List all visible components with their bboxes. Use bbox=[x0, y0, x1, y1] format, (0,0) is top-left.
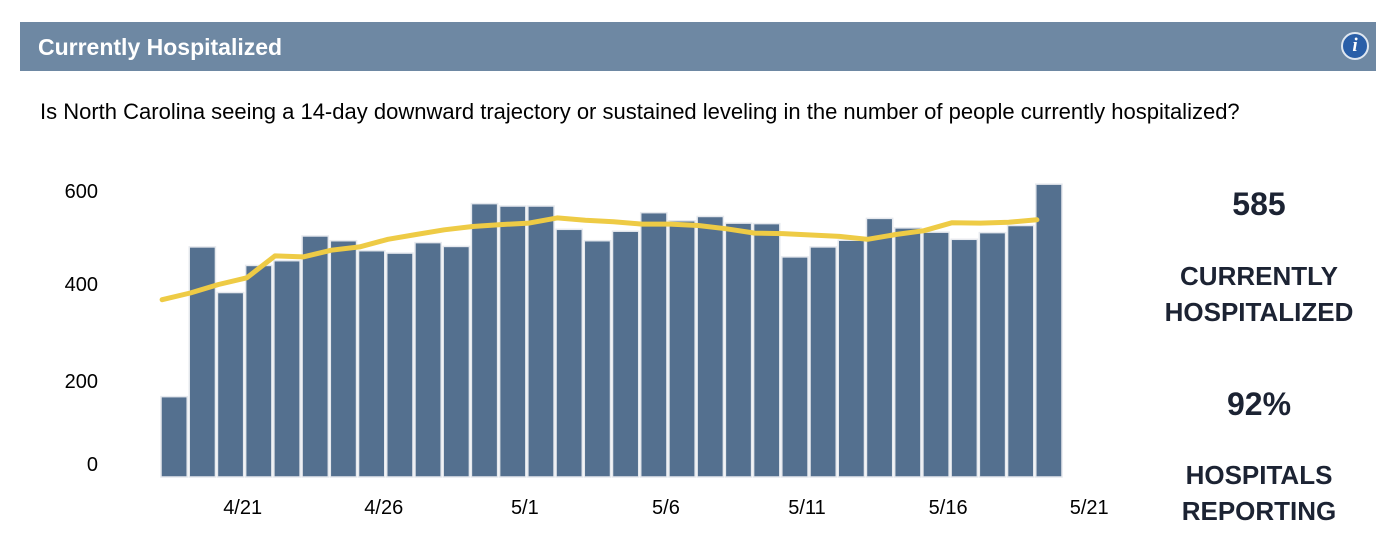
bar bbox=[724, 222, 753, 478]
bar bbox=[470, 202, 499, 478]
bar bbox=[583, 239, 612, 478]
bar bbox=[188, 246, 217, 478]
bar bbox=[273, 259, 301, 478]
y-tick-label: 600 bbox=[65, 181, 98, 203]
bar bbox=[498, 205, 527, 478]
bar bbox=[414, 241, 442, 478]
info-icon[interactable]: i bbox=[1341, 32, 1369, 60]
y-tick-label: 0 bbox=[87, 454, 98, 476]
bar bbox=[922, 231, 950, 478]
x-tick-label: 4/26 bbox=[364, 497, 403, 519]
reporting-label: HOSPITALS REPORTING bbox=[1181, 460, 1337, 526]
average-line bbox=[159, 215, 1040, 303]
bar bbox=[357, 249, 386, 478]
hospitalized-label-block: CURRENTLY HOSPITALIZED bbox=[1124, 258, 1378, 330]
bar bbox=[611, 230, 640, 478]
bar bbox=[216, 291, 245, 478]
bar bbox=[668, 220, 696, 478]
bar bbox=[696, 215, 725, 478]
reporting-stat: 92% bbox=[1129, 386, 1378, 423]
panel-title: Currently Hospitalized bbox=[38, 34, 283, 60]
bar bbox=[950, 238, 979, 478]
bar bbox=[809, 246, 837, 478]
chart-question: Is North Carolina seeing a 14-day downwa… bbox=[40, 99, 1240, 124]
bar bbox=[837, 239, 866, 478]
x-tick-label: 5/16 bbox=[929, 497, 968, 519]
y-tick-label: 400 bbox=[65, 274, 98, 296]
bar bbox=[752, 222, 781, 478]
bar bbox=[865, 217, 894, 478]
bar bbox=[555, 228, 584, 478]
hospitalized-value: 585 bbox=[1232, 186, 1286, 222]
x-tick-label: 5/21 bbox=[1070, 497, 1109, 519]
bar bbox=[1006, 224, 1035, 478]
bar bbox=[781, 256, 809, 478]
bar bbox=[244, 264, 273, 478]
y-tick-label: 200 bbox=[65, 371, 98, 393]
bar bbox=[639, 211, 668, 478]
panel-header: Currently Hospitalized i bbox=[20, 22, 1376, 71]
bar bbox=[978, 231, 1007, 478]
reporting-value: 92% bbox=[1226, 386, 1292, 422]
bar bbox=[329, 239, 358, 478]
reporting-label-block: HOSPITALS REPORTING bbox=[1124, 457, 1378, 529]
bar bbox=[442, 245, 471, 478]
x-tick-label: 5/6 bbox=[652, 497, 680, 519]
bar bbox=[1035, 183, 1063, 478]
bar bbox=[893, 227, 922, 478]
x-tick-label: 5/11 bbox=[788, 497, 825, 519]
bar bbox=[160, 395, 188, 478]
hospitalized-label: CURRENTLY HOSPITALIZED bbox=[1164, 261, 1354, 327]
hospitalized-stat: 585 bbox=[1129, 186, 1378, 223]
x-tick-label: 5/1 bbox=[511, 497, 539, 519]
bar bbox=[527, 205, 555, 478]
bar bbox=[301, 235, 330, 478]
x-tick-label: 4/21 bbox=[223, 497, 262, 519]
bar bbox=[386, 252, 414, 478]
